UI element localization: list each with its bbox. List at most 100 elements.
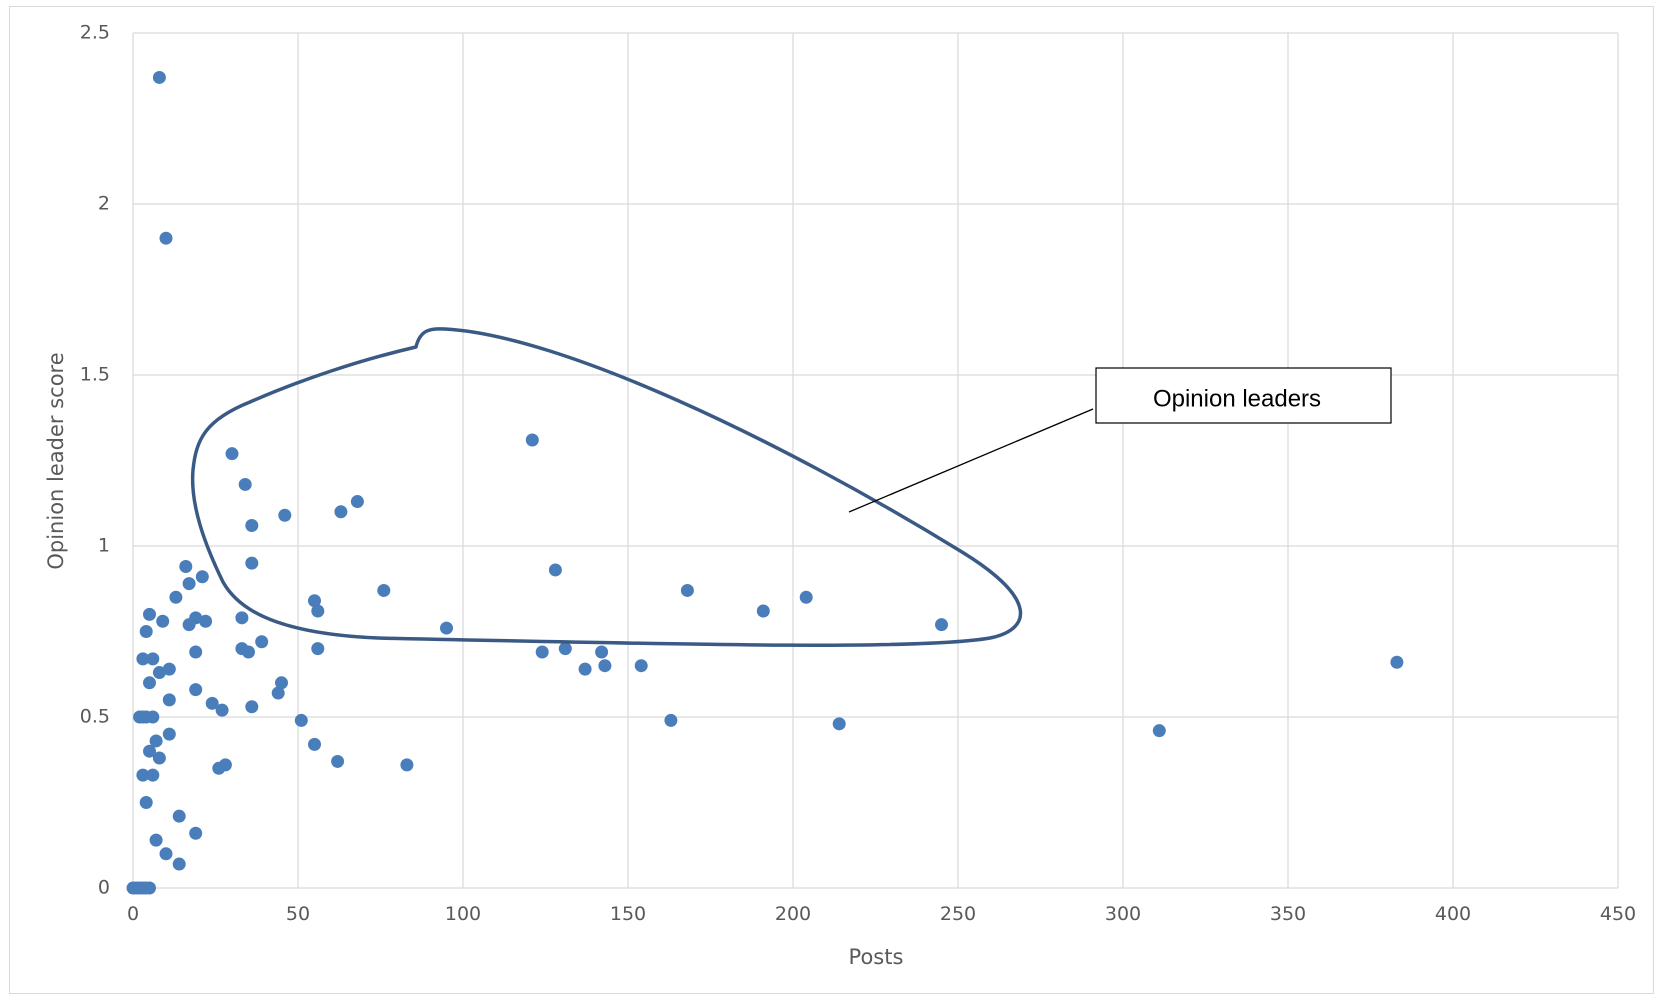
gridlines: [132, 32, 1619, 889]
data-point: [149, 734, 163, 748]
x-tick-label: 400: [1435, 903, 1471, 925]
data-point: [179, 560, 193, 574]
opinion-leaders-outline: [190, 327, 1023, 647]
data-point: [311, 642, 325, 656]
data-point: [255, 635, 269, 649]
data-point: [548, 563, 562, 577]
data-point: [634, 659, 648, 673]
data-point: [199, 614, 213, 628]
chart-area: [9, 6, 1654, 994]
x-tick-label: 0: [127, 903, 139, 925]
data-point: [182, 618, 196, 632]
data-point: [245, 556, 259, 570]
data-point: [139, 625, 153, 638]
data-point: [182, 577, 196, 591]
x-tick-label: 150: [610, 903, 646, 925]
data-point: [205, 696, 219, 710]
x-tick-label: 450: [1600, 903, 1636, 925]
data-point: [215, 703, 229, 717]
data-point: [212, 761, 226, 775]
data-point: [159, 847, 173, 861]
data-point: [189, 645, 203, 659]
data-point: [294, 713, 308, 727]
data-point: [143, 744, 156, 758]
data-point: [1152, 724, 1166, 738]
data-point: [156, 614, 170, 628]
callout-leader-line: [848, 408, 1094, 513]
y-tick-label: 1: [98, 535, 110, 557]
data-point: [440, 621, 453, 635]
y-tick-label: 0.5: [80, 706, 110, 728]
data-point: [143, 881, 156, 895]
data-point: [136, 652, 150, 666]
data-point: [162, 727, 176, 741]
data-point: [680, 583, 694, 597]
x-tick-label: 100: [445, 903, 481, 925]
data-point: [139, 796, 153, 809]
data-point: [189, 826, 203, 840]
data-point: [143, 607, 156, 621]
data-point: [595, 645, 609, 659]
x-axis-title: Posts: [849, 945, 904, 969]
x-axis-ticks: 0 50 100 150 200 250 300 350 400 450: [127, 903, 1636, 925]
data-point: [245, 700, 259, 714]
data-point: [146, 652, 160, 666]
data-point: [308, 737, 321, 751]
data-point: [146, 768, 160, 782]
data-point: [558, 642, 572, 656]
data-point: [238, 477, 252, 491]
data-point: [136, 768, 150, 782]
x-tick-label: 350: [1270, 903, 1306, 925]
data-point: [331, 754, 345, 768]
data-point: [146, 710, 160, 724]
data-point: [1390, 655, 1404, 669]
data-point: [152, 751, 166, 765]
data-point: [598, 659, 612, 673]
data-point: [152, 70, 166, 84]
data-point: [756, 604, 770, 618]
data-point: [664, 713, 678, 727]
callout-box: [1095, 367, 1392, 424]
data-points: [126, 70, 1404, 895]
data-point: [832, 717, 846, 731]
data-point: [152, 666, 166, 680]
data-point: [377, 583, 391, 597]
data-point: [334, 505, 348, 519]
data-point: [149, 833, 163, 847]
data-point: [242, 645, 255, 659]
data-point: [799, 590, 813, 604]
y-axis-title: Opinion leader score: [44, 352, 68, 569]
data-point: [578, 662, 592, 676]
y-tick-label: 0: [98, 877, 110, 899]
data-point: [162, 662, 176, 676]
data-point: [245, 518, 259, 532]
data-point: [400, 758, 414, 772]
data-point: [169, 590, 183, 604]
data-point: [162, 693, 176, 707]
data-point: [159, 231, 173, 245]
y-axis-ticks: 0 0.5 1 1.5 2 2.5: [80, 22, 110, 899]
data-point: [172, 857, 186, 871]
callout-label: Opinion leaders: [1153, 385, 1321, 412]
x-tick-label: 50: [286, 903, 310, 925]
y-tick-label: 2.5: [80, 22, 110, 44]
data-point: [525, 433, 539, 447]
data-point: [350, 495, 364, 509]
x-tick-label: 250: [940, 903, 976, 925]
data-point: [195, 570, 209, 584]
data-point: [935, 618, 948, 632]
data-point: [271, 686, 285, 700]
data-point: [172, 809, 186, 823]
data-point: [311, 604, 325, 618]
data-point: [278, 508, 292, 522]
data-point: [189, 683, 203, 697]
data-point: [225, 447, 239, 461]
x-tick-label: 200: [775, 903, 811, 925]
data-point: [308, 594, 321, 608]
data-point: [143, 676, 156, 690]
data-point: [275, 676, 288, 690]
y-tick-label: 2: [98, 193, 110, 215]
x-tick-label: 300: [1105, 903, 1141, 925]
data-point: [235, 611, 249, 625]
